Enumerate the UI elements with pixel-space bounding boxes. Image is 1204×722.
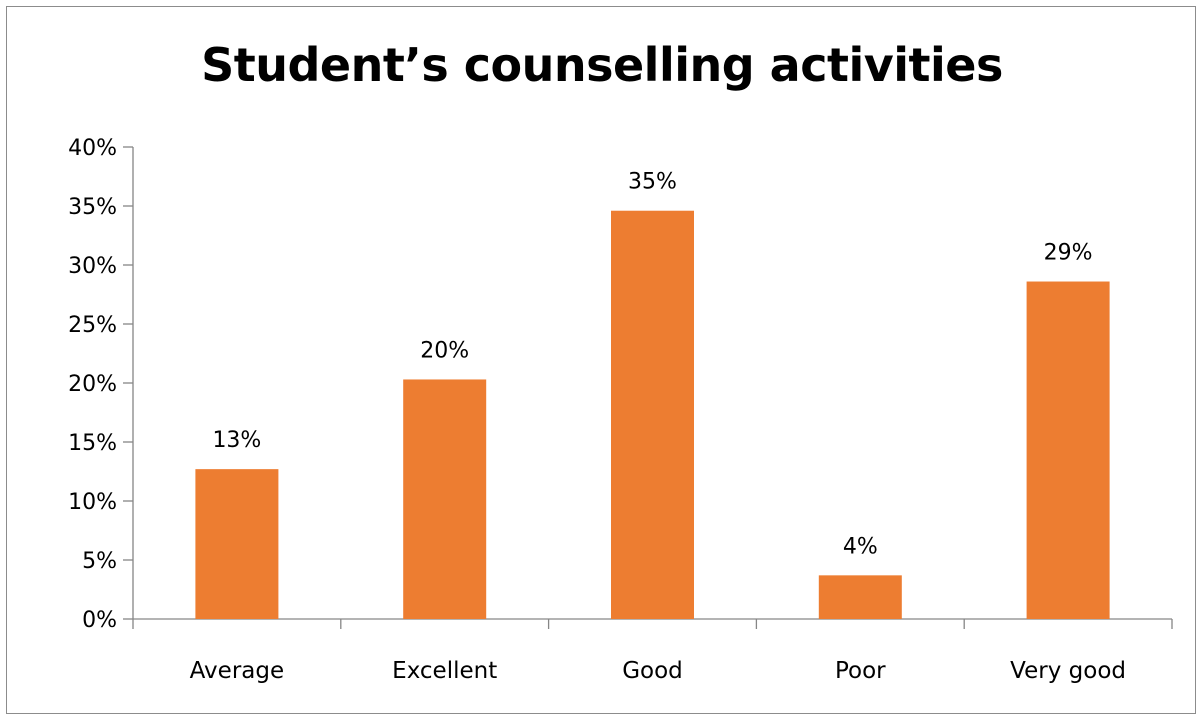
data-label: 29% xyxy=(1044,241,1093,266)
y-tick-label: 5% xyxy=(82,549,117,574)
y-tick-label: 15% xyxy=(68,431,117,456)
bar-very-good xyxy=(1026,281,1110,619)
category-labels: Average Excellent Good Poor Very good xyxy=(190,658,1126,684)
y-tick-label: 10% xyxy=(68,490,117,515)
bar-excellent xyxy=(403,379,487,619)
category-label: Average xyxy=(190,658,284,684)
bar-good xyxy=(611,210,694,619)
y-tick-label: 25% xyxy=(68,313,117,338)
y-axis-ticks: 0% 5% 10% 15% 20% 25% 30% 35% 40% xyxy=(68,136,133,633)
bars xyxy=(195,210,1110,619)
category-label: Good xyxy=(622,658,683,684)
y-tick-label: 0% xyxy=(82,608,117,633)
y-tick-label: 40% xyxy=(68,136,117,161)
data-label: 20% xyxy=(420,338,469,363)
chart-title: Student’s counselling activities xyxy=(201,38,1003,92)
y-tick-label: 20% xyxy=(68,372,117,397)
category-label: Very good xyxy=(1010,658,1126,684)
bar-average xyxy=(195,469,279,619)
data-label: 4% xyxy=(843,534,878,559)
data-label: 13% xyxy=(212,428,261,453)
data-labels: 13% 20% 35% 4% 29% xyxy=(212,170,1092,560)
y-tick-label: 30% xyxy=(68,254,117,279)
category-label: Poor xyxy=(835,658,886,684)
y-tick-label: 35% xyxy=(68,195,117,220)
bar-poor xyxy=(818,575,902,619)
category-label: Excellent xyxy=(392,658,497,684)
data-label: 35% xyxy=(628,170,677,195)
